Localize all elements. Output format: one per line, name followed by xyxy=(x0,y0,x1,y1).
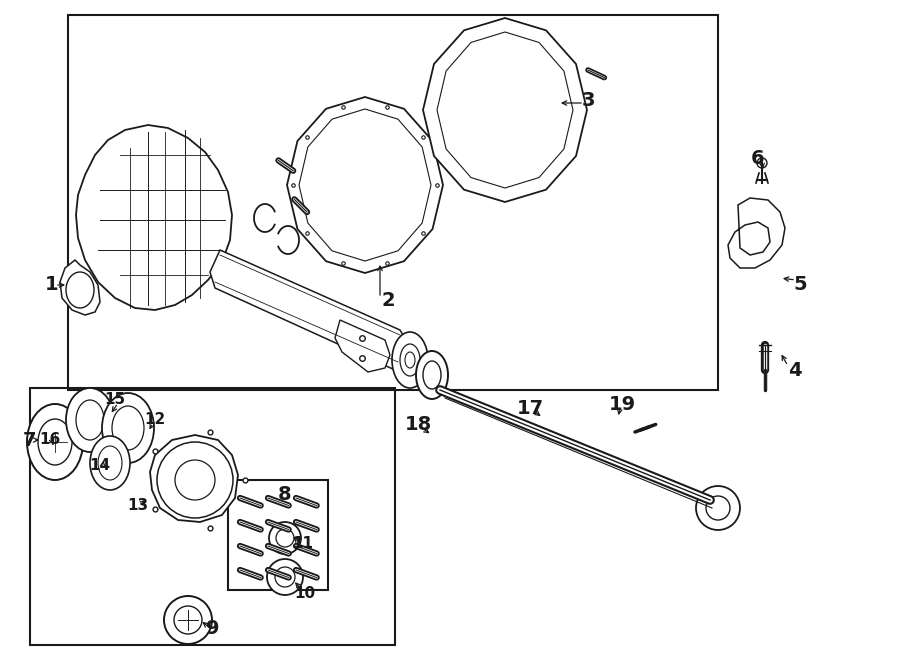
Text: 5: 5 xyxy=(793,275,806,295)
Bar xyxy=(228,480,328,590)
Ellipse shape xyxy=(102,393,154,463)
Text: 17: 17 xyxy=(517,399,544,418)
Ellipse shape xyxy=(392,332,428,388)
Bar xyxy=(68,15,718,390)
Text: 10: 10 xyxy=(294,585,316,600)
Polygon shape xyxy=(728,198,785,268)
Ellipse shape xyxy=(267,559,303,595)
Polygon shape xyxy=(210,250,415,370)
Polygon shape xyxy=(423,18,587,202)
Text: 9: 9 xyxy=(206,618,220,638)
Ellipse shape xyxy=(27,404,83,480)
Polygon shape xyxy=(150,435,238,522)
Ellipse shape xyxy=(164,596,212,644)
Polygon shape xyxy=(76,125,232,310)
Text: 16: 16 xyxy=(40,432,60,448)
Polygon shape xyxy=(287,97,443,273)
Text: 12: 12 xyxy=(144,412,166,428)
Ellipse shape xyxy=(269,522,301,554)
Text: 4: 4 xyxy=(788,361,802,379)
Polygon shape xyxy=(335,320,390,372)
Text: 15: 15 xyxy=(104,393,126,408)
Text: 8: 8 xyxy=(278,485,292,504)
Polygon shape xyxy=(60,260,100,315)
Text: 7: 7 xyxy=(23,430,37,449)
Text: 13: 13 xyxy=(128,498,148,512)
Ellipse shape xyxy=(416,351,448,399)
Text: 2: 2 xyxy=(382,291,395,310)
Text: 14: 14 xyxy=(89,457,111,473)
Text: 19: 19 xyxy=(608,395,635,414)
Ellipse shape xyxy=(696,486,740,530)
Text: 1: 1 xyxy=(45,275,58,295)
Text: 18: 18 xyxy=(404,416,432,434)
Ellipse shape xyxy=(90,436,130,490)
Text: 6: 6 xyxy=(752,148,765,167)
Ellipse shape xyxy=(66,388,114,452)
Text: 3: 3 xyxy=(581,91,595,109)
Text: 11: 11 xyxy=(292,536,313,551)
Bar xyxy=(30,388,395,645)
